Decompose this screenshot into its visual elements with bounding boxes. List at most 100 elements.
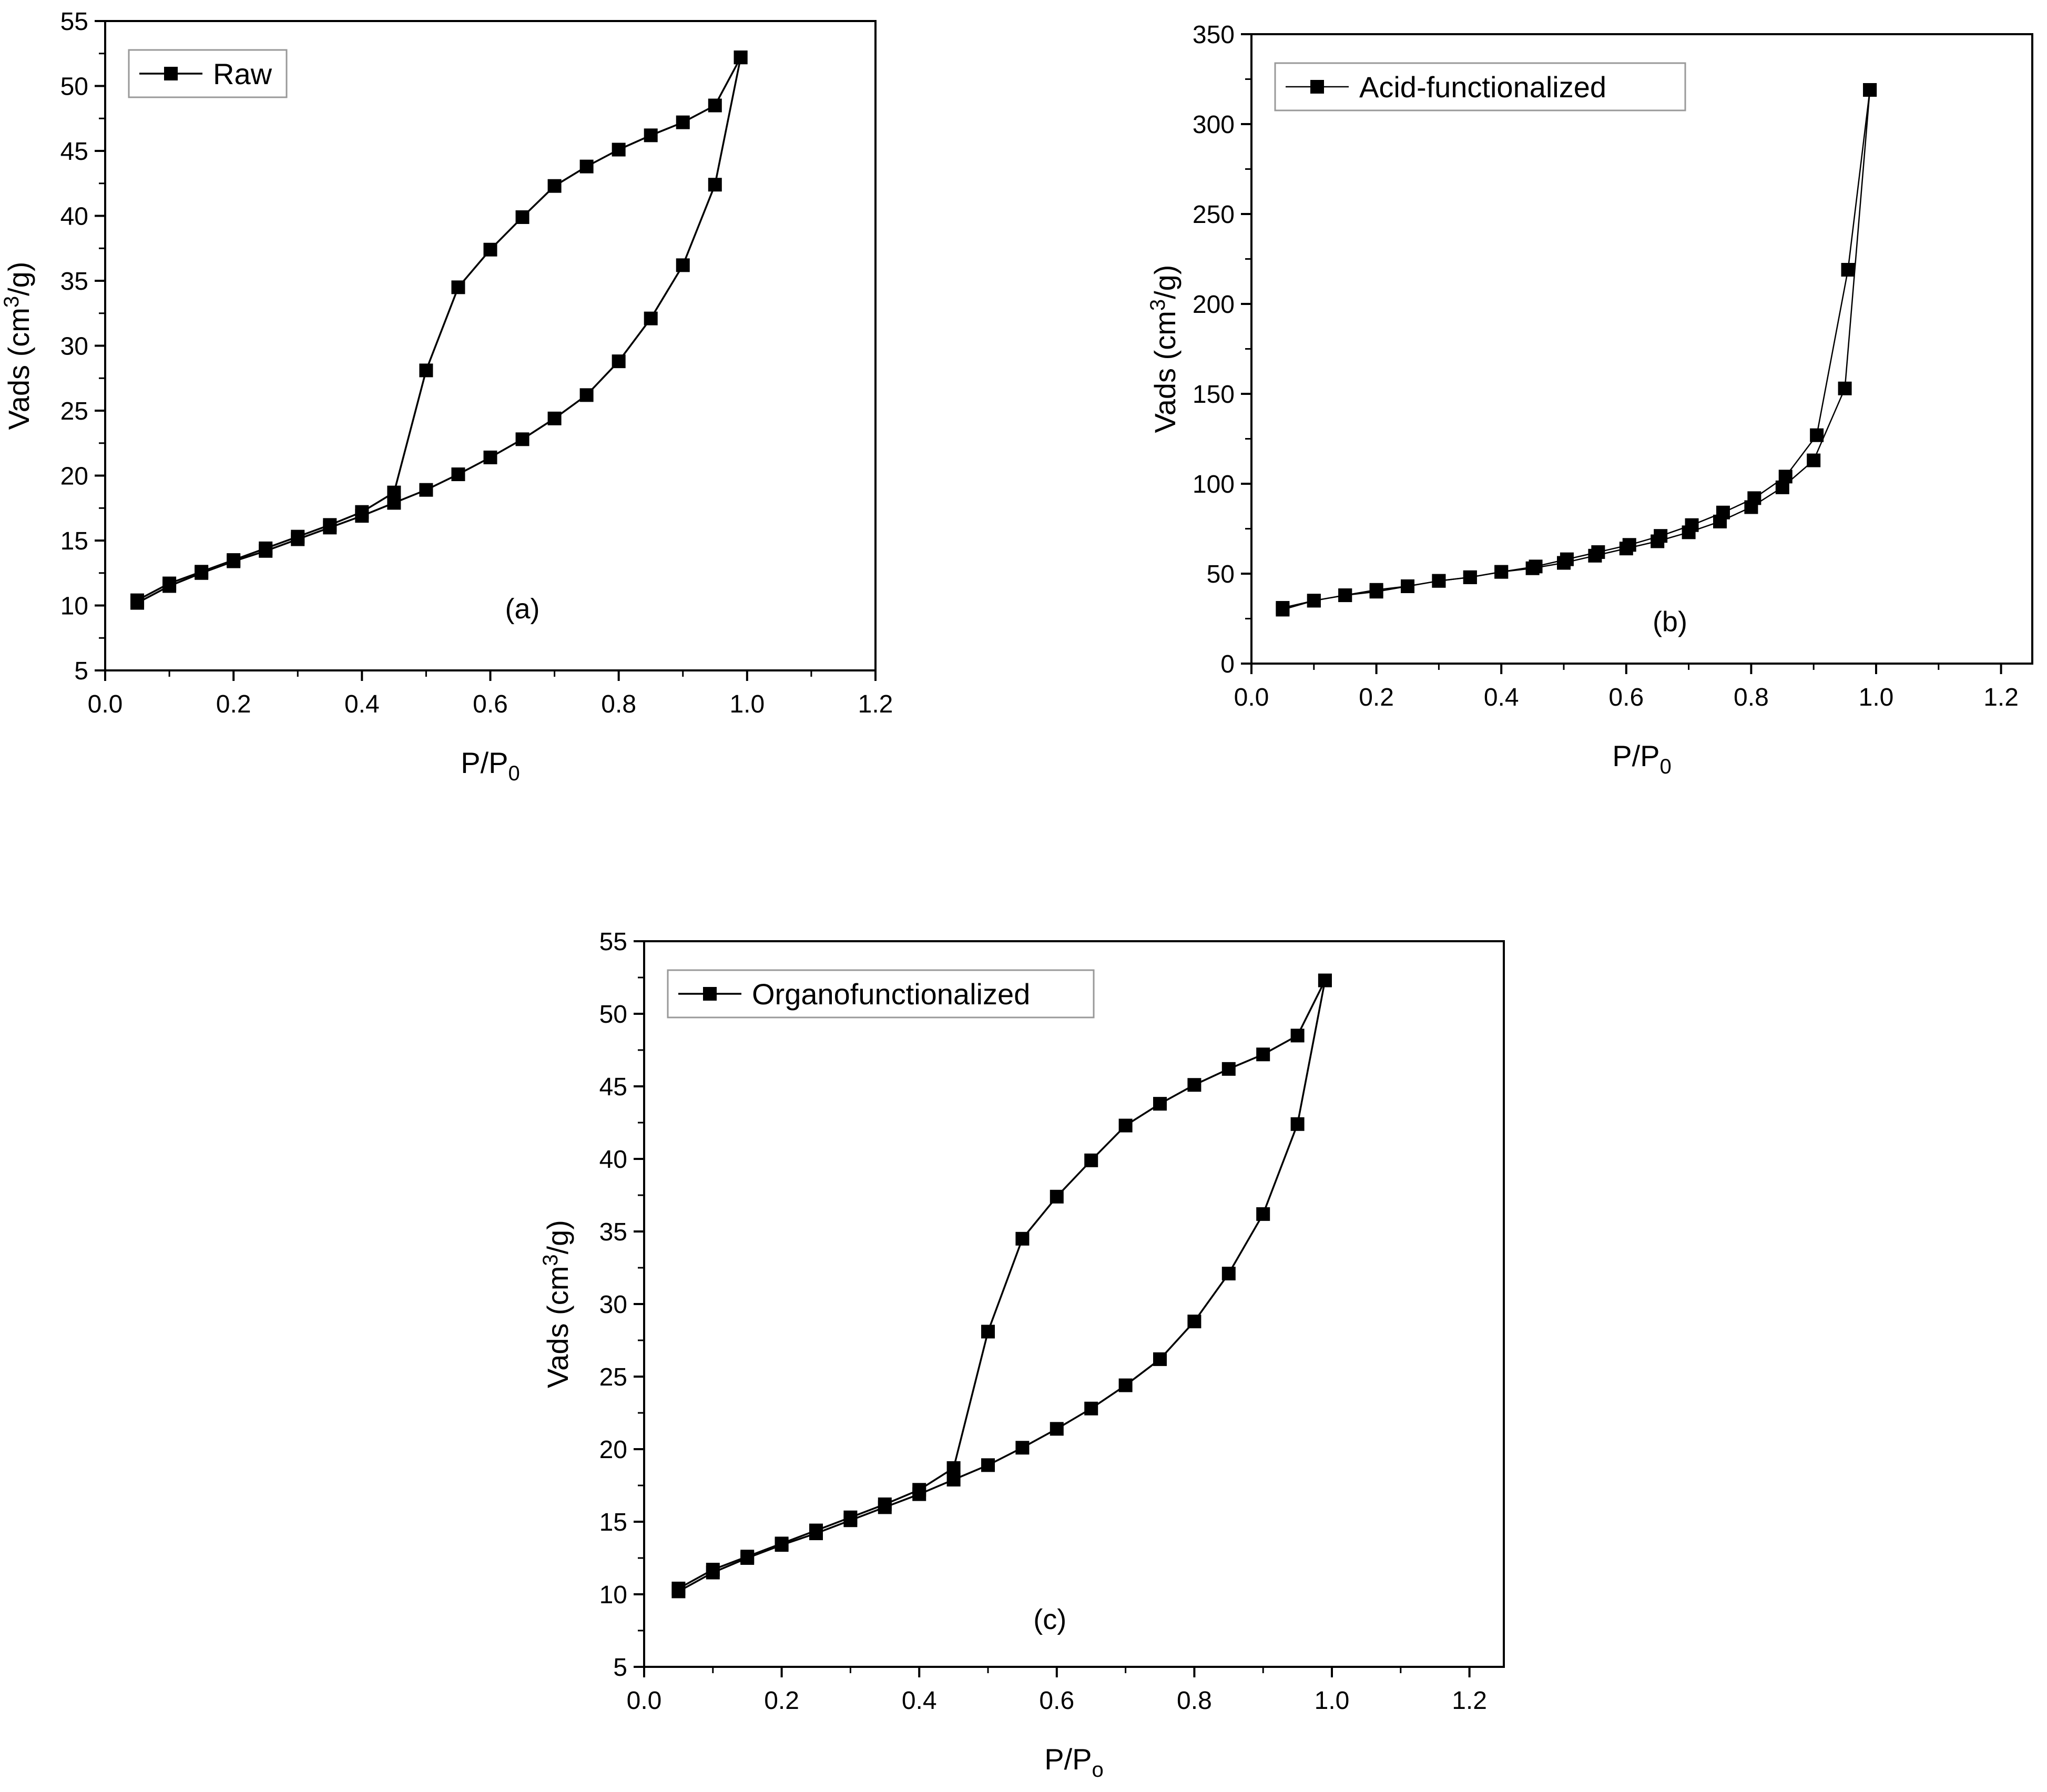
chart-1-y-axis-title-sup: 3 — [0, 296, 23, 308]
chart-2-y-axis-title-tail: /g) — [1148, 265, 1182, 299]
chart-3-desorption-point — [1050, 1189, 1064, 1204]
chart-1-y-tick-label: 40 — [60, 203, 88, 231]
chart-2-y-tick-label: 50 — [1207, 561, 1235, 588]
chart-2-desorption-point — [1432, 574, 1446, 588]
chart-3-y-tick-label: 15 — [599, 1509, 627, 1536]
chart-2-desorption-point — [1841, 263, 1855, 277]
chart-2-desorption-point — [1369, 583, 1383, 597]
chart-2-x-axis-title: P/P0 — [1612, 739, 1672, 778]
chart-3-adsorption-point — [1118, 1378, 1133, 1392]
chart-1-y-tick-label: 50 — [60, 73, 88, 101]
chart-2-desorption-point — [1747, 491, 1761, 505]
chart-1-desorption-point — [419, 363, 433, 378]
chart-1-desorption-point — [130, 593, 145, 607]
chart-3-y-tick-label: 50 — [599, 1001, 627, 1029]
chart-1-legend-marker — [164, 67, 178, 80]
chart-2-y-tick-label: 150 — [1193, 381, 1235, 409]
chart-2-y-tick-label: 200 — [1193, 291, 1235, 319]
chart-1-panel-label: (a) — [505, 593, 540, 625]
chart-2-y-axis-title-main: Vads (cm — [1148, 311, 1182, 433]
chart-3-desorption-point — [1221, 1062, 1236, 1076]
chart-3-desorption-point — [1256, 1047, 1270, 1062]
chart-1-desorption-point — [323, 518, 337, 532]
chart-2-desorption-point — [1276, 600, 1290, 615]
chart-1-y-tick-label: 55 — [60, 8, 88, 36]
chart-1-desorption-point — [612, 142, 626, 157]
chart-2-desorption-point — [1810, 428, 1824, 442]
chart-2-desorption-point — [1307, 594, 1321, 608]
chart-1-y-axis-title: Vads (cm3/g) — [0, 262, 35, 430]
chart-1-desorption-point — [483, 242, 497, 257]
chart-2-y-tick-label: 100 — [1193, 471, 1235, 498]
chart-1-desorption-point — [195, 565, 209, 579]
chart-1-adsorption-point — [451, 467, 465, 482]
chart-1-legend-label: Raw — [213, 57, 272, 90]
chart-3-adsorption-point — [1153, 1352, 1167, 1366]
chart-3-desorption-point — [1187, 1078, 1201, 1092]
chart-1-adsorption-point — [579, 388, 594, 402]
chart-2-x-tick-label: 0.6 — [1608, 684, 1644, 711]
chart-1-desorption-point — [579, 159, 594, 174]
chart-3-desorption-point — [1318, 973, 1332, 987]
chart-3: 0.0 0.2 0.4 0.6 0.8 1.0 1.2 5 10 15 20 25 30 35 40 45 50… — [539, 928, 1505, 1781]
chart-2-adsorption-point — [1838, 381, 1852, 395]
chart-2-y-axis-title-sup: 3 — [1146, 299, 1169, 311]
chart-1-x-axis-title-sub: 0 — [508, 762, 520, 785]
chart-3-desorption-point — [1118, 1118, 1133, 1133]
chart-3-desorption-point — [1153, 1097, 1167, 1111]
chart-3-adsorption-point — [1015, 1441, 1030, 1455]
chart-3-legend-label: Organofunctionalized — [752, 978, 1030, 1011]
chart-1-adsorption-point — [708, 178, 722, 192]
chart-2-desorption-point — [1654, 529, 1668, 543]
chart-1-adsorption-point — [419, 483, 433, 497]
chart-1-y-tick-label: 15 — [60, 527, 88, 555]
chart-1-y-tick-label: 20 — [60, 463, 88, 491]
chart-1-desorption-point — [451, 280, 465, 294]
chart-3-x-axis-title: P/Po — [1044, 1743, 1104, 1781]
chart-1-desorption-point — [291, 530, 305, 544]
chart-2-x-axis-title-sub: 0 — [1660, 755, 1672, 778]
chart-1-desorption-point — [227, 553, 241, 567]
chart-2-x-axis-title-main: P/P — [1612, 739, 1659, 772]
chart-3-x-tick-label: 0.4 — [902, 1687, 937, 1715]
chart-1-adsorption-point — [644, 311, 658, 325]
chart-3-y-axis-title-main: Vads (cm — [541, 1266, 574, 1388]
chart-2-desorption-point — [1401, 579, 1414, 593]
chart-2-y-axis-title: Vads (cm3/g) — [1146, 265, 1182, 433]
chart-1-desorption-point — [644, 128, 658, 142]
chart-1-y-tick-label: 30 — [60, 333, 88, 361]
chart-1-desorption-point — [734, 50, 748, 65]
chart-3-adsorption-point — [1050, 1422, 1064, 1436]
chart-2-x-tick-label: 1.2 — [1983, 684, 2019, 711]
chart-3-y-tick-label: 55 — [599, 928, 627, 956]
chart-3-desorption-point — [843, 1510, 858, 1524]
chart-2-desorption-point — [1494, 565, 1509, 579]
chart-3-x-axis-title-sub: o — [1092, 1758, 1104, 1781]
chart-3-y-tick-label: 20 — [599, 1436, 627, 1464]
chart-2-y-tick-label: 350 — [1193, 21, 1235, 49]
chart-1-y-tick-label: 10 — [60, 593, 88, 620]
chart-3-adsorption-point — [1256, 1207, 1270, 1221]
chart-2-desorption-point — [1685, 518, 1699, 532]
chart-3-desorption-point — [946, 1461, 961, 1475]
chart-2-series-desorption-line — [1282, 89, 1871, 609]
chart-2-legend-marker — [1310, 80, 1324, 94]
chart-1-y-tick-label: 45 — [60, 138, 88, 166]
chart-1-adsorption-point — [612, 354, 626, 369]
chart-1: 0.0 0.2 0.4 0.6 0.8 1.0 1.25101520253035404550… — [0, 8, 893, 785]
chart-2-x-tick-label: 0.2 — [1359, 684, 1394, 711]
chart-2-y-tick-label: 250 — [1193, 201, 1235, 229]
chart-1-y-tick-label: 25 — [60, 398, 88, 425]
chart-1-x-tick-label: 1.0 — [729, 690, 765, 718]
chart-2-desorption-point — [1338, 588, 1352, 603]
chart-2-x-tick-label: 0.4 — [1484, 684, 1519, 711]
chart-3-adsorption-point — [946, 1472, 961, 1486]
chart-3-desorption-point — [706, 1563, 720, 1577]
chart-2: 0.0 0.2 0.4 0.6 0.8 1.0 1.2 0 50 100 150 200 250 300 3… — [1146, 21, 2033, 778]
chart-3-adsorption-point — [1221, 1267, 1236, 1281]
chart-2-x-tick-label: 0.8 — [1734, 684, 1769, 711]
chart-1-x-tick-label: 0.2 — [216, 690, 251, 718]
chart-1-adsorption-point — [483, 450, 497, 464]
chart-1-desorption-point — [355, 505, 369, 519]
